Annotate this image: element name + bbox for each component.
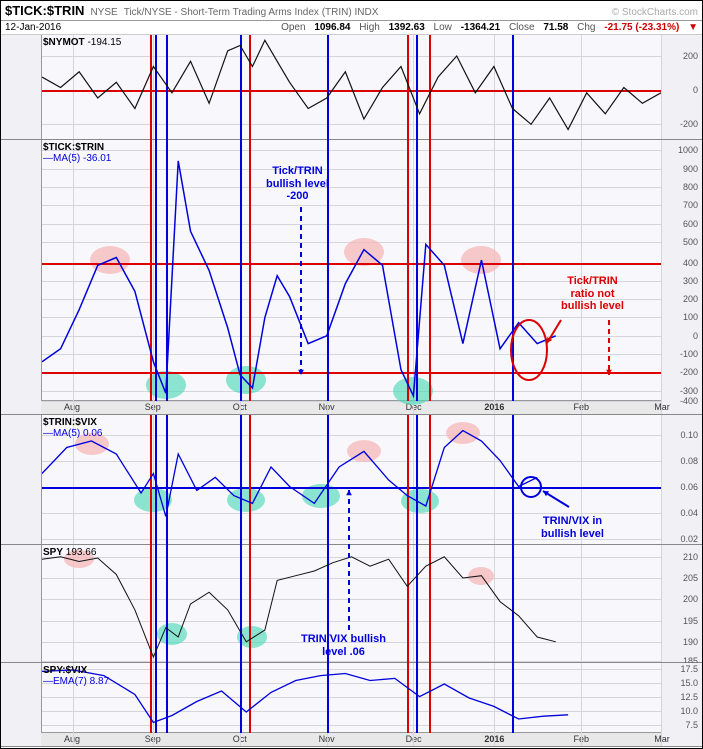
marker-ellipse (347, 440, 381, 462)
marker-ellipse (461, 246, 501, 274)
marker-ellipse (90, 246, 130, 274)
marker-ellipse (226, 366, 266, 394)
panel-label: SPY:$VIX—EMA(7) 8.87 (43, 665, 109, 687)
watermark: © StockCharts.com (612, 7, 698, 18)
marker-ellipse (393, 377, 433, 405)
panel-nymot: $NYMOT -194.152000-200 (1, 35, 702, 140)
marker-ellipse (446, 422, 480, 444)
ohlc-bar: Open 1096.84 High 1392.63 Low -1364.21 C… (275, 22, 698, 33)
chart-annotation: TRIN/VIX bullishlevel .06 (301, 633, 386, 658)
chart-annotation: TRIN/VIX inbullish level (541, 515, 604, 540)
chart-annotation: Tick/TRINbullish level-200 (266, 165, 329, 203)
marker-ellipse (227, 488, 265, 512)
chart-date: 12-Jan-2016 (5, 22, 61, 33)
panel-label: $TRIN:$VIX—MA(5) 0.06 (43, 417, 102, 439)
panel-label: $NYMOT -194.15 (43, 37, 121, 48)
stock-chart-container: $TICK:$TRIN NYSE Tick/NYSE - Short-Term … (0, 0, 703, 749)
panel-spyvix: SPY:$VIX—EMA(7) 8.8717.515.012.510.07.5A… (1, 663, 702, 747)
chart-annotation: Tick/TRINratio notbullish level (561, 275, 624, 313)
chart-header: $TICK:$TRIN NYSE Tick/NYSE - Short-Term … (1, 1, 702, 21)
panel-label: $TICK:$TRIN—MA(5) -36.01 (43, 142, 111, 164)
ticker-symbol: $TICK:$TRIN (5, 3, 84, 18)
marker-ellipse (468, 567, 494, 585)
exchange: NYSE (90, 7, 117, 18)
chart-panels: $NYMOT -194.152000-200$TICK:$TRIN—MA(5) … (1, 35, 702, 747)
description: Tick/NYSE - Short-Term Trading Arms Inde… (124, 7, 379, 18)
marker-ellipse (157, 623, 187, 645)
chart-subheader: 12-Jan-2016 Open 1096.84 High 1392.63 Lo… (1, 21, 702, 35)
panel-label: SPY 193.66 (43, 547, 96, 558)
